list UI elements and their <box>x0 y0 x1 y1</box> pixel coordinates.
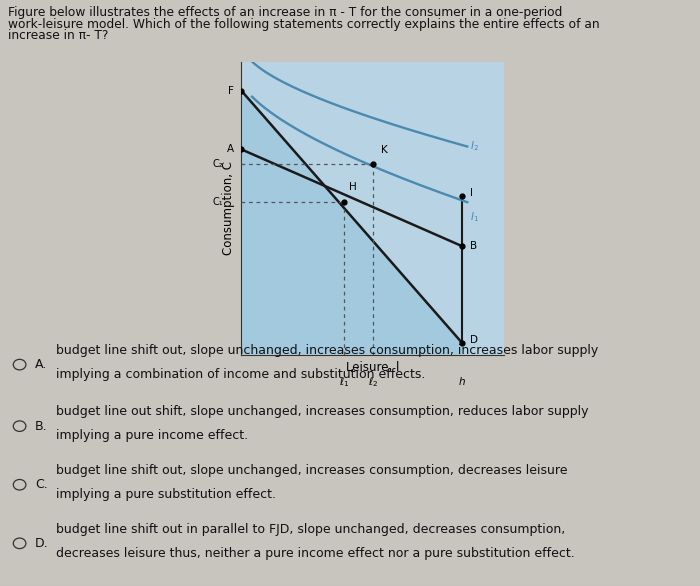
Text: B: B <box>470 241 477 251</box>
Text: A.: A. <box>35 358 48 371</box>
Text: F: F <box>228 86 234 96</box>
Text: implying a pure income effect.: implying a pure income effect. <box>56 430 248 442</box>
X-axis label: Leisure, l: Leisure, l <box>346 362 400 374</box>
Text: budget line shift out in parallel to FJD, slope unchanged, decreases consumption: budget line shift out in parallel to FJD… <box>56 523 566 536</box>
Text: D: D <box>470 335 478 345</box>
Text: budget line shift out, slope unchanged, increases consumption, increases labor s: budget line shift out, slope unchanged, … <box>56 344 598 357</box>
Y-axis label: Consumption, C: Consumption, C <box>222 161 235 255</box>
Text: C₁: C₁ <box>213 197 223 207</box>
Text: $h$: $h$ <box>458 375 466 387</box>
Text: $I_1$: $I_1$ <box>470 210 479 224</box>
Text: D.: D. <box>35 537 48 550</box>
Text: K: K <box>381 145 387 155</box>
Text: C₂: C₂ <box>213 159 223 169</box>
Text: $\ell_2$: $\ell_2$ <box>368 375 378 389</box>
Text: $\ell_1$: $\ell_1$ <box>339 375 349 389</box>
Text: budget line shift out, slope unchanged, increases consumption, decreases leisure: budget line shift out, slope unchanged, … <box>56 464 568 477</box>
Text: $I_2$: $I_2$ <box>470 139 479 154</box>
Text: work-leisure model. Which of the following statements correctly explains the ent: work-leisure model. Which of the followi… <box>8 18 600 30</box>
Polygon shape <box>241 91 462 355</box>
Text: implying a combination of income and substitution effects.: implying a combination of income and sub… <box>56 368 426 381</box>
Text: A: A <box>227 144 234 155</box>
Text: C.: C. <box>35 478 48 491</box>
Text: implying a pure substitution effect.: implying a pure substitution effect. <box>56 488 276 501</box>
Text: increase in π- T?: increase in π- T? <box>8 29 108 42</box>
Text: B.: B. <box>35 420 48 432</box>
Text: I: I <box>470 188 473 199</box>
Text: budget line out shift, slope unchanged, increases consumption, reduces labor sup: budget line out shift, slope unchanged, … <box>56 406 589 418</box>
Text: Figure below illustrates the effects of an increase in π - T for the consumer in: Figure below illustrates the effects of … <box>8 6 563 19</box>
Text: H: H <box>349 182 357 192</box>
Text: decreases leisure thus, neither a pure income effect nor a pure substitution eff: decreases leisure thus, neither a pure i… <box>56 547 575 560</box>
